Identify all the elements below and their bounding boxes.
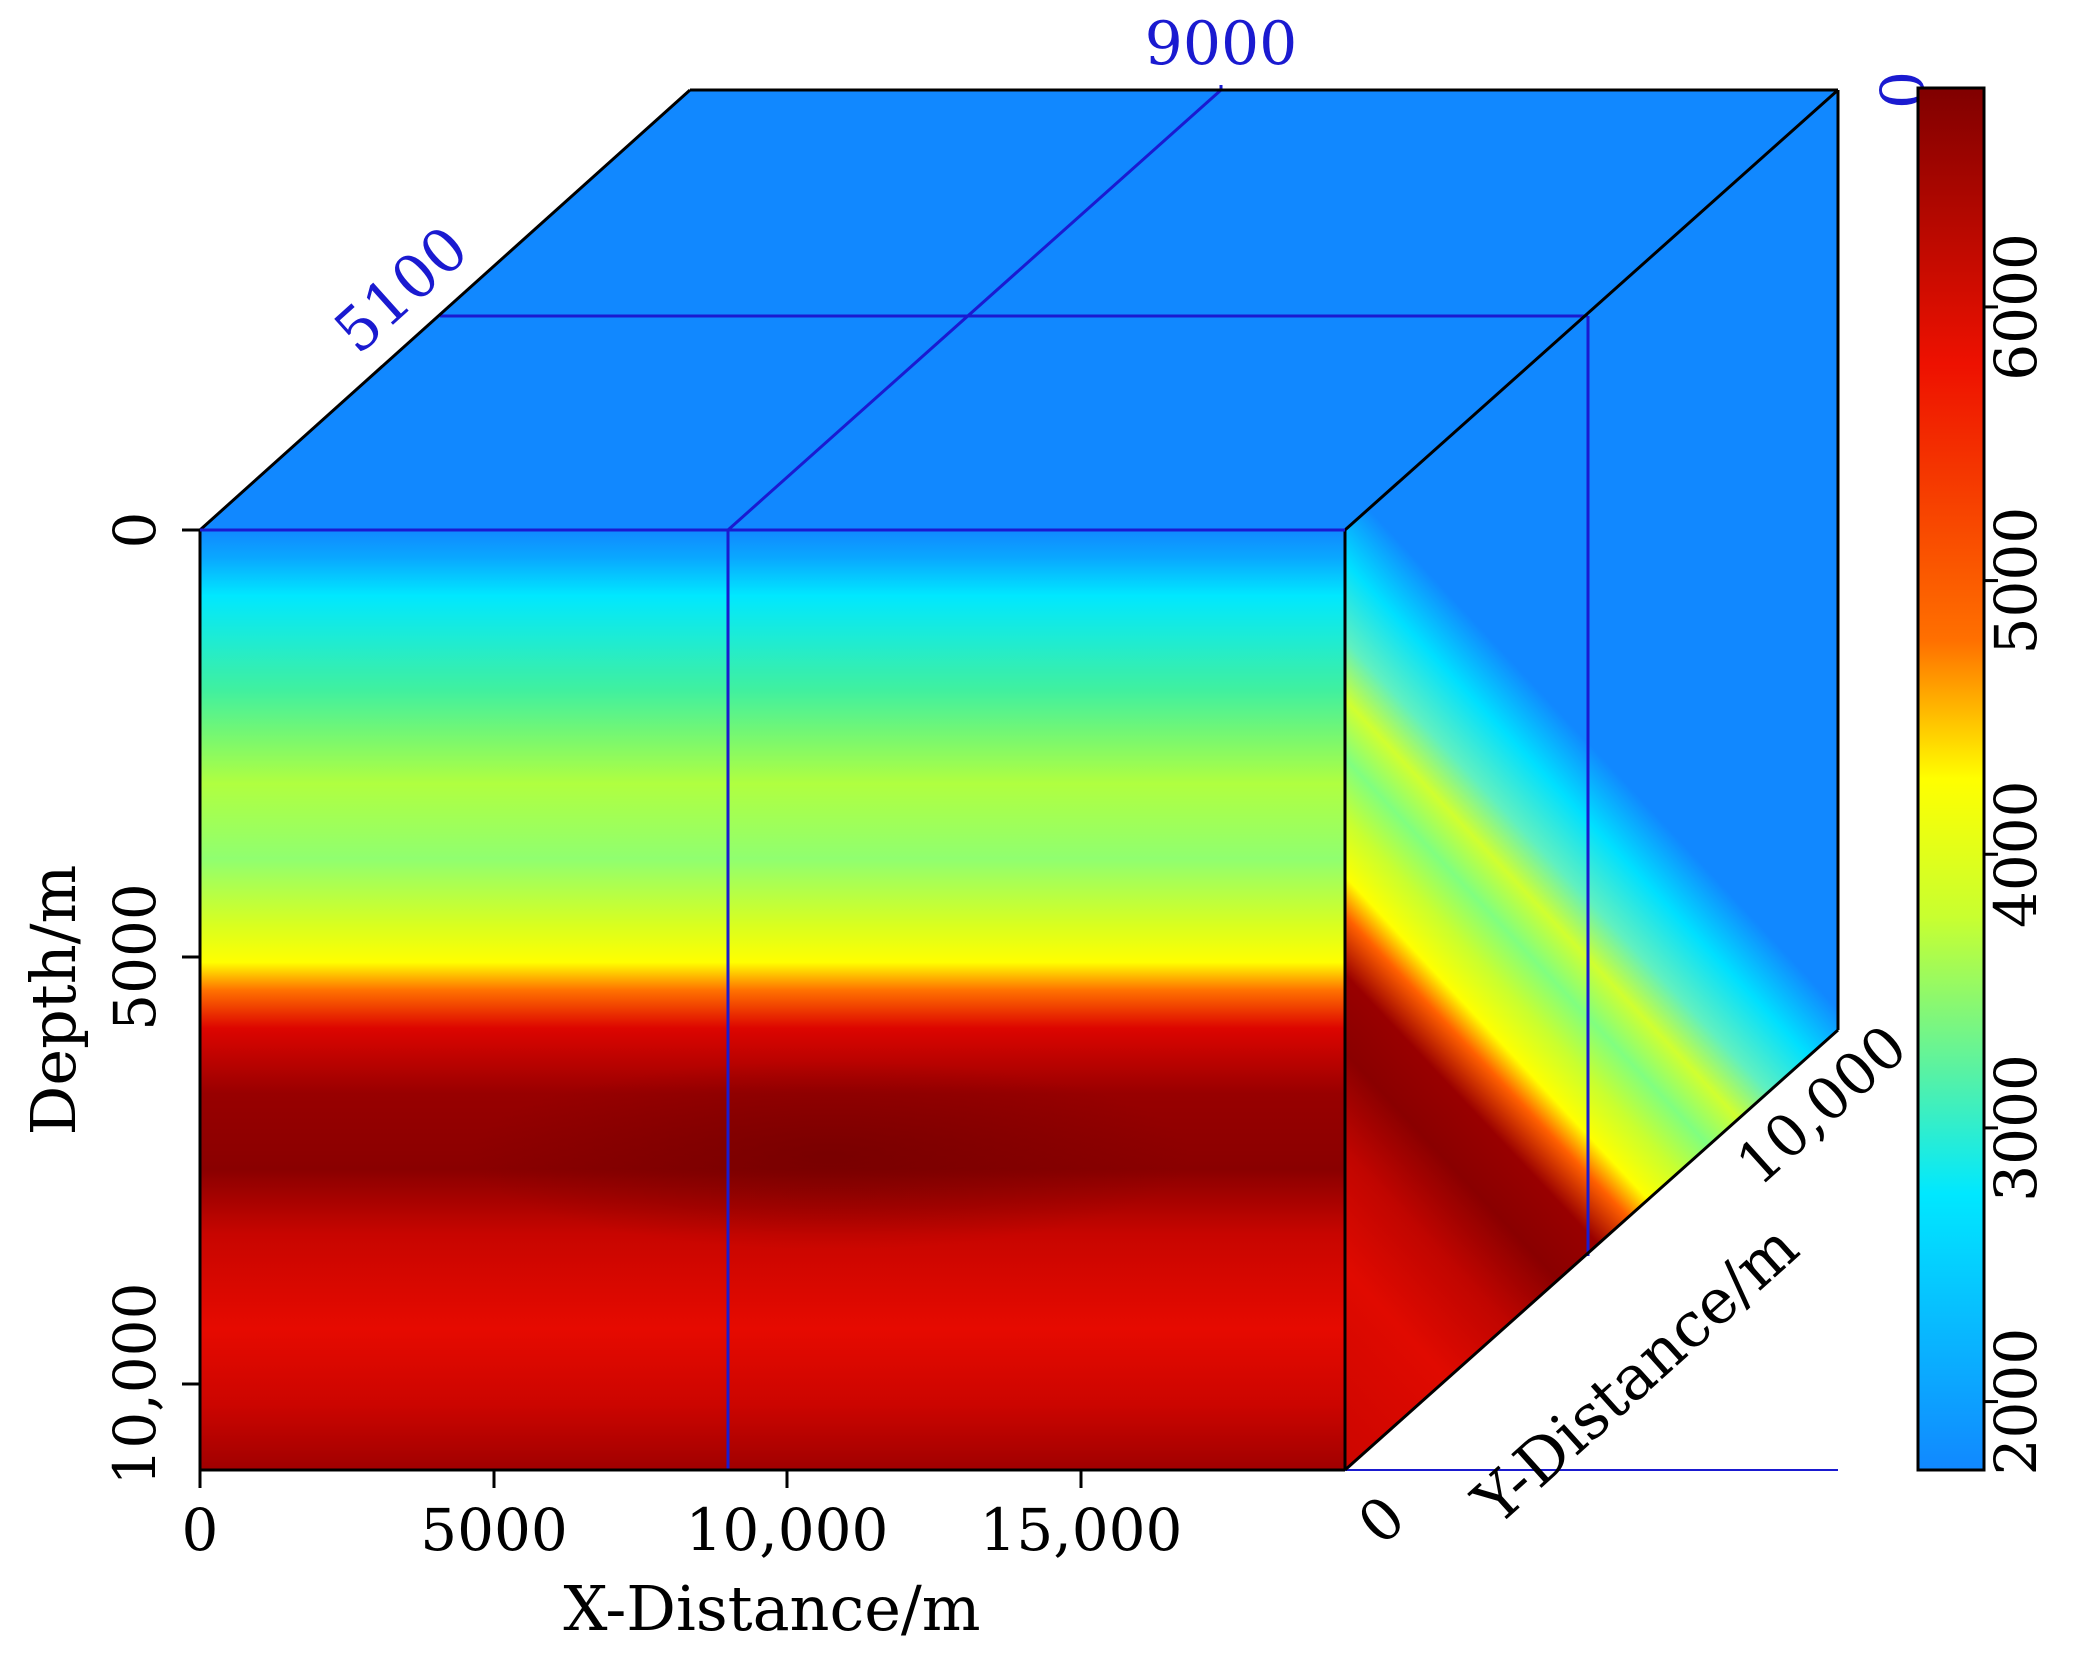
x-slice-label: 9000	[1145, 9, 1298, 79]
cube-edges	[198, 88, 1840, 1472]
side-face	[1345, 90, 1838, 1470]
depth-tick-label: 5000	[101, 883, 169, 1031]
x-tick-label: 10,000	[686, 1496, 889, 1564]
colorbar: 2000 3000 4000 5000 6000	[1916, 86, 2050, 1475]
colorbar-tick-label: 2000	[1982, 1328, 2050, 1476]
top-face	[200, 90, 1838, 530]
colorbar-tick-label: 6000	[1982, 233, 2050, 381]
colorbar-tick-label: 3000	[1982, 1054, 2050, 1202]
side-bottom-edge	[1344, 1028, 1839, 1472]
top-right-edge	[1344, 88, 1839, 532]
depth-axis-title: Depth/m	[17, 865, 90, 1136]
colorbar-tick-label: 4000	[1982, 780, 2050, 928]
colorbar-gradient	[1916, 86, 1986, 1472]
x-tick-label: 0	[182, 1496, 219, 1564]
x-tick-label: 5000	[420, 1496, 568, 1564]
x-axis-title: X-Distance/m	[563, 1572, 980, 1645]
depth-axis-ticks	[182, 528, 200, 1386]
slice-lines	[440, 85, 1838, 1471]
depth-tick-label: 10,000	[101, 1283, 169, 1486]
top-left-edge	[198, 88, 692, 532]
x-axis-ticks	[198, 1470, 1083, 1488]
colorbar-tick-label: 5000	[1982, 507, 2050, 655]
front-face	[200, 530, 1345, 1470]
x-axis: 0 5000 10,000 15,000 X-Distance/m	[182, 1470, 1183, 1645]
colorbar-ticks: 2000 3000 4000 5000 6000	[1982, 233, 2050, 1475]
depth-axis: 0 5000 10,000 Depth/m	[17, 512, 200, 1486]
x-slice-line-top	[727, 88, 1222, 532]
y-tick-label: 0	[1345, 1483, 1418, 1558]
x-tick-label: 15,000	[980, 1496, 1183, 1564]
front-face-dark-band	[470, 1060, 1190, 1250]
depth-tick-label: 0	[101, 512, 169, 549]
